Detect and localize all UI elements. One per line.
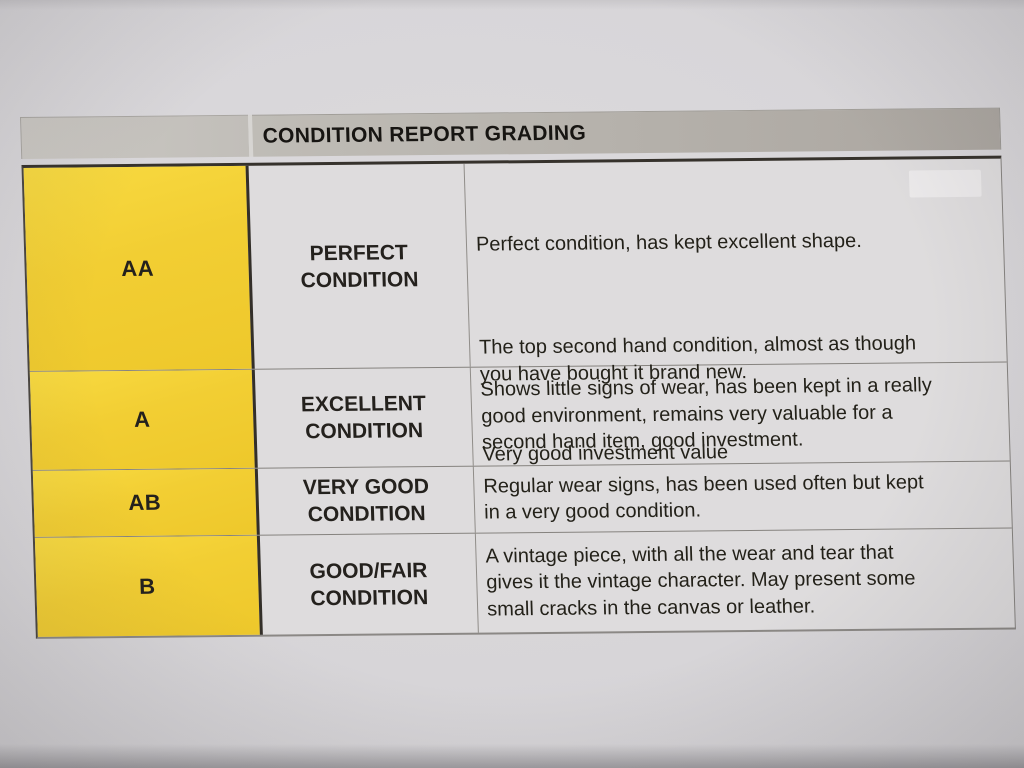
condition-label: EXCELLENT CONDITION — [300, 392, 427, 444]
condition-label-cell: EXCELLENT CONDITION — [254, 367, 474, 468]
description-paragraph: Shows little signs of wear, has been kep… — [480, 374, 933, 454]
header-cell-empty — [20, 114, 250, 159]
condition-label-cell: PERFECT CONDITION — [248, 163, 471, 369]
header-cell-title: CONDITION REPORT GRADING — [251, 107, 1002, 157]
table-header-row: CONDITION REPORT GRADING — [20, 107, 1002, 159]
table-row-ab: AB VERY GOOD CONDITION Regular wear sign… — [32, 461, 1012, 538]
description-paragraph: A vintage piece, with all the wear and t… — [485, 541, 916, 621]
grade-label: AA — [120, 255, 155, 281]
grading-table: CONDITION REPORT GRADING AA PERFECT COND… — [20, 107, 1016, 639]
grade-cell: AA — [23, 165, 255, 371]
condition-description-cell: Shows little signs of wear, has been kep… — [471, 363, 1010, 466]
table-row-a: A EXCELLENT CONDITION Shows little signs… — [29, 362, 1010, 471]
condition-label: GOOD/FAIR CONDITION — [309, 558, 429, 610]
condition-label: PERFECT CONDITION — [300, 240, 419, 292]
grade-label: A — [133, 406, 151, 432]
table-title: CONDITION REPORT GRADING — [262, 121, 587, 148]
grade-cell: B — [34, 535, 263, 637]
condition-description-cell: Regular wear signs, has been used often … — [474, 462, 1012, 533]
condition-description-cell: Perfect condition, has kept excellent sh… — [465, 159, 1007, 465]
table-row-aa: AA PERFECT CONDITION Perfect condition, … — [23, 158, 1007, 465]
grade-label: AB — [128, 489, 162, 515]
description-paragraph: Perfect condition, has kept excellent sh… — [475, 229, 863, 256]
grade-cell: A — [29, 369, 258, 470]
grade-cell: AB — [32, 468, 260, 537]
condition-label: VERY GOOD CONDITION — [302, 475, 430, 527]
description-paragraph: Regular wear signs, has been used often … — [483, 470, 925, 524]
condition-description-cell: A vintage piece, with all the wear and t… — [476, 528, 1015, 632]
grade-label: B — [138, 573, 156, 599]
condition-label-cell: GOOD/FAIR CONDITION — [259, 533, 479, 635]
table-row-b: B GOOD/FAIR CONDITION A vintage piece, w… — [34, 528, 1015, 637]
whiteout-patch — [908, 169, 982, 198]
condition-label-cell: VERY GOOD CONDITION — [257, 466, 476, 535]
table-body: AA PERFECT CONDITION Perfect condition, … — [21, 155, 1016, 639]
